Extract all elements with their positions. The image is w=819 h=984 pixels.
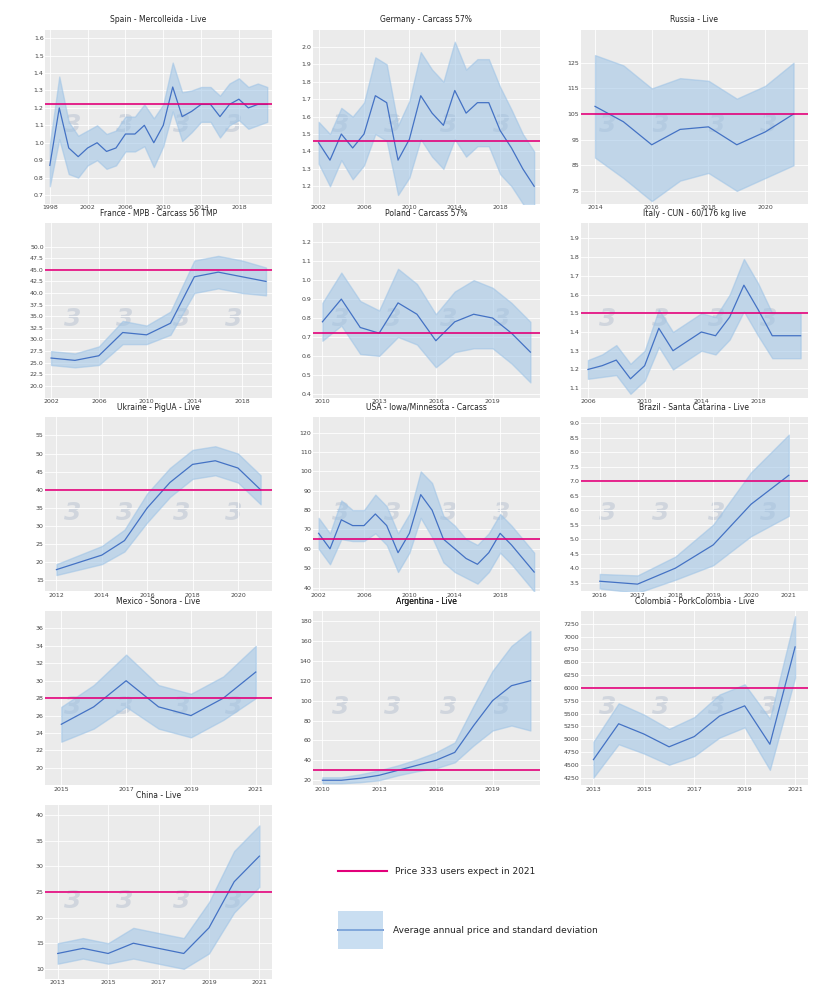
- Text: 3: 3: [492, 695, 509, 719]
- Text: 3: 3: [651, 307, 668, 332]
- Text: 3: 3: [64, 889, 81, 913]
- Text: 3: 3: [759, 501, 777, 525]
- Text: Poland - Carcass 57%: Poland - Carcass 57%: [385, 209, 467, 218]
- Text: 3: 3: [64, 695, 81, 719]
- Text: Italy - CUN - 60/176 kg live: Italy - CUN - 60/176 kg live: [642, 209, 744, 218]
- Text: Germany - Carcass 57%: Germany - Carcass 57%: [380, 15, 472, 25]
- Text: Average annual price and standard deviation: Average annual price and standard deviat…: [392, 926, 596, 935]
- Text: Colombia - PorkColombia - Live: Colombia - PorkColombia - Live: [634, 596, 753, 606]
- Text: 3: 3: [172, 501, 190, 525]
- Text: 3: 3: [440, 695, 457, 719]
- Text: 3: 3: [383, 307, 400, 332]
- Text: France - MPB - Carcass 56 TMP: France - MPB - Carcass 56 TMP: [100, 209, 217, 218]
- Text: Ukraine - PigUA - Live: Ukraine - PigUA - Live: [117, 402, 200, 412]
- Text: 3: 3: [599, 113, 616, 138]
- Text: 3: 3: [651, 695, 668, 719]
- Text: 3: 3: [64, 307, 81, 332]
- Text: Mexico - Sonora - Live: Mexico - Sonora - Live: [116, 596, 201, 606]
- Text: 3: 3: [115, 889, 133, 913]
- Text: 3: 3: [331, 113, 348, 138]
- Text: 3: 3: [492, 307, 509, 332]
- Text: 3: 3: [172, 695, 190, 719]
- Text: 3: 3: [708, 695, 725, 719]
- Text: 3: 3: [651, 113, 668, 138]
- Text: 3: 3: [64, 501, 81, 525]
- Text: Argentina - Live: Argentina - Live: [396, 596, 456, 606]
- Text: 3: 3: [492, 501, 509, 525]
- Text: Spain - Mercolleida - Live: Spain - Mercolleida - Live: [111, 15, 206, 25]
- Text: 3: 3: [708, 307, 725, 332]
- Text: 3: 3: [224, 113, 242, 138]
- Text: 3: 3: [115, 307, 133, 332]
- Text: 3: 3: [331, 501, 348, 525]
- Text: 3: 3: [172, 307, 190, 332]
- Text: 3: 3: [440, 113, 457, 138]
- Text: 3: 3: [224, 307, 242, 332]
- Text: 3: 3: [599, 501, 616, 525]
- Text: USA - Iowa/Minnesota - Carcass: USA - Iowa/Minnesota - Carcass: [365, 402, 486, 412]
- Text: 3: 3: [224, 501, 242, 525]
- Text: Price 333 users expect in 2021: Price 333 users expect in 2021: [395, 867, 535, 876]
- Text: 3: 3: [599, 695, 616, 719]
- Text: 3: 3: [759, 695, 777, 719]
- Text: 3: 3: [440, 501, 457, 525]
- Text: 3: 3: [331, 695, 348, 719]
- Text: 3: 3: [115, 501, 133, 525]
- Text: Argentina - Live: Argentina - Live: [396, 596, 456, 606]
- Text: 3: 3: [651, 501, 668, 525]
- Text: 3: 3: [224, 695, 242, 719]
- Text: Russia - Live: Russia - Live: [669, 15, 717, 25]
- Text: 3: 3: [64, 113, 81, 138]
- Text: 3: 3: [383, 113, 400, 138]
- Text: 3: 3: [331, 307, 348, 332]
- Text: Brazil - Santa Catarina - Live: Brazil - Santa Catarina - Live: [639, 402, 749, 412]
- Text: 3: 3: [492, 113, 509, 138]
- Text: 3: 3: [172, 889, 190, 913]
- Text: 3: 3: [383, 501, 400, 525]
- Text: 3: 3: [172, 113, 190, 138]
- Text: 3: 3: [115, 113, 133, 138]
- Text: 3: 3: [224, 889, 242, 913]
- Text: 3: 3: [383, 695, 400, 719]
- Text: 3: 3: [759, 113, 777, 138]
- Text: 3: 3: [599, 307, 616, 332]
- Text: 3: 3: [759, 307, 777, 332]
- Text: 3: 3: [708, 501, 725, 525]
- Text: China - Live: China - Live: [136, 790, 181, 800]
- Text: 3: 3: [115, 695, 133, 719]
- Text: 3: 3: [708, 113, 725, 138]
- Text: 3: 3: [440, 307, 457, 332]
